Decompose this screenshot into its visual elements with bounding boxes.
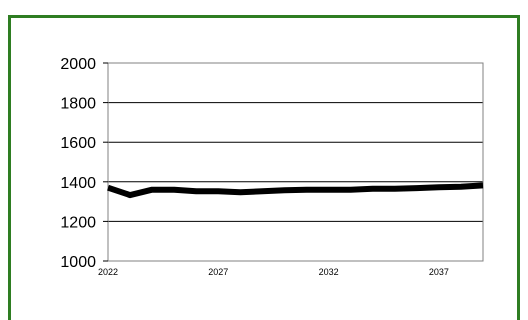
series-layer: [107, 182, 484, 199]
y-axis: 1000 1200 1400 1600 1800 2000: [60, 56, 108, 271]
y-tick-label: 1800: [60, 96, 96, 113]
x-tick-label: 2032: [319, 267, 339, 277]
x-axis: 2022 2027 2032 2037: [98, 267, 449, 277]
grid-lines: [108, 62, 483, 262]
series-line: [107, 182, 484, 199]
plot-area: [107, 62, 484, 262]
y-tick-label: 1000: [60, 254, 96, 271]
x-tick-label: 2037: [429, 267, 449, 277]
x-tick-label: 2027: [208, 267, 228, 277]
y-tick-label: 1400: [60, 175, 96, 192]
x-tick-label: 2022: [98, 267, 118, 277]
chart-frame: [8, 15, 520, 320]
y-tick-label: 1200: [60, 214, 96, 231]
y-tick-label: 1600: [60, 135, 96, 152]
y-tick-label: 2000: [60, 56, 96, 73]
